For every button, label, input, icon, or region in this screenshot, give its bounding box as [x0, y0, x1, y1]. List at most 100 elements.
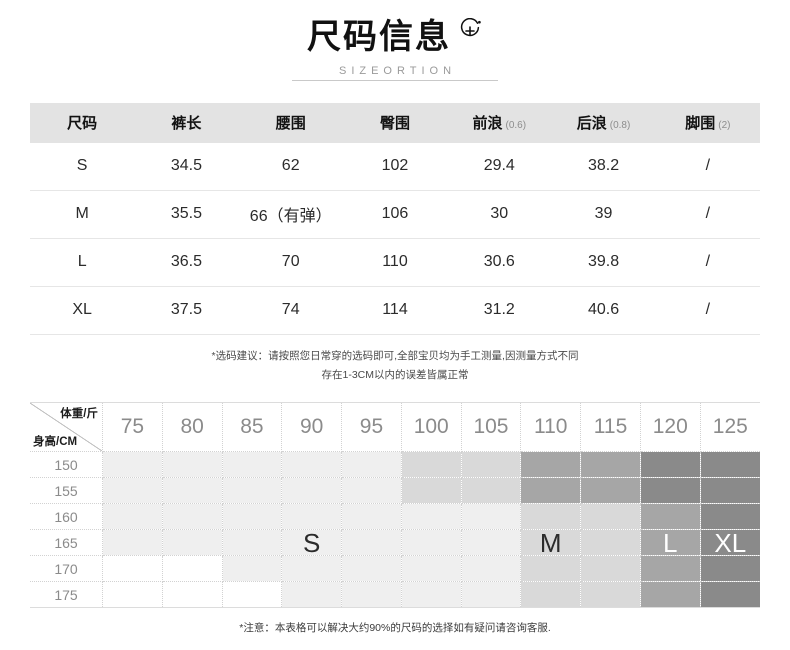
- spec-table-head: 尺码 裤长 腰围 臀围 前浪 (0.6) 后浪 (0.8) 脚围 (2): [30, 102, 760, 143]
- spec-value-cell: /: [655, 286, 760, 335]
- matrix-cell: [281, 451, 343, 479]
- spec-column-header: 脚围 (2): [655, 102, 760, 143]
- matrix-cell: [640, 477, 701, 505]
- matrix-cell: [162, 555, 223, 583]
- matrix-cell: [341, 503, 402, 531]
- matrix-cell: [401, 503, 462, 531]
- spec-column-label: 后浪: [576, 115, 607, 132]
- matrix-cell: [520, 451, 582, 479]
- matrix-weight-axis-label: 体重/斤: [60, 408, 98, 421]
- spec-column-label: 前浪: [472, 115, 503, 132]
- matrix-cell: [102, 555, 163, 583]
- spec-table-body: S 34.5 62 102 29.4 38.2/M 35.5 66（有弹） 106 30 39/L 3…: [30, 142, 760, 335]
- matrix-height-header: 150: [30, 451, 103, 479]
- matrix-weight-header: 95: [341, 403, 402, 453]
- matrix-weight-header: 120: [640, 403, 701, 453]
- matrix-cell: [341, 477, 402, 505]
- matrix-cell: XL: [700, 527, 760, 558]
- spec-column-sublabel: (0.6): [505, 120, 527, 131]
- matrix-weight-header: 115: [580, 403, 641, 453]
- matrix-cell: [640, 503, 701, 531]
- page-title: 尺码信息: [307, 18, 451, 56]
- matrix-cell: [580, 503, 641, 531]
- matrix-weight-header: 110: [520, 403, 582, 453]
- spec-column-sublabel: (0.8): [609, 120, 631, 131]
- spec-column-header: 腰围: [238, 102, 343, 143]
- matrix-cell: [700, 451, 760, 479]
- matrix-cell: L: [640, 529, 701, 557]
- matrix-cell: [520, 555, 582, 583]
- matrix-weight-header: 90: [281, 403, 343, 453]
- matrix-cell: [401, 529, 462, 557]
- spec-value-cell: 31.2: [447, 286, 552, 335]
- spec-header-row: 尺码 裤长 腰围 臀围 前浪 (0.6) 后浪 (0.8) 脚围 (2): [30, 102, 760, 143]
- matrix-cell: [222, 529, 283, 557]
- matrix-cell: [162, 581, 223, 608]
- matrix-cell: [162, 503, 223, 531]
- spec-value-cell: 70: [238, 238, 343, 287]
- matrix-cell: [520, 477, 582, 505]
- matrix-cell: [580, 451, 641, 479]
- matrix-cell: [700, 555, 760, 583]
- page-subtitle: SIZEORTION: [292, 65, 498, 81]
- table-row: XL 37.5 74 114 31.2 40.6/: [30, 286, 760, 335]
- matrix-weight-header: 125: [700, 403, 760, 453]
- matrix-cell: [162, 451, 223, 479]
- matrix-height-header: 175: [30, 581, 103, 608]
- matrix-cell: [341, 581, 402, 608]
- spec-size-cell: XL: [30, 286, 135, 335]
- matrix-cell: [162, 477, 223, 505]
- matrix-row: 155: [30, 477, 760, 505]
- spec-value-cell: 38.2: [551, 142, 656, 191]
- spec-value-cell: /: [655, 238, 760, 287]
- spec-value-cell: 34.5: [134, 142, 239, 191]
- matrix-height-header: 155: [30, 477, 103, 505]
- matrix-row: 165 S M L XL: [30, 527, 760, 558]
- spec-column-header: 臀围: [342, 102, 448, 143]
- matrix-cell: [700, 477, 760, 505]
- matrix-cell: [461, 581, 522, 608]
- matrix-cell: [102, 451, 163, 479]
- matrix-zone-label: XL: [714, 527, 747, 558]
- size-matrix-table: 体重/斤 身高/CM 75 80 85 90 95 100 105 110 115 120 125 15…: [30, 403, 760, 608]
- spec-value-cell: 39: [551, 190, 656, 239]
- matrix-cell: [461, 451, 522, 479]
- measurement-note-line1: *选码建议：请按照您日常穿的选码即可,全部宝贝均为手工测量,因测量方式不同: [211, 349, 579, 362]
- plus-circle-icon: [457, 17, 483, 44]
- matrix-cell: [461, 555, 522, 583]
- spec-value-cell: 106: [342, 190, 448, 239]
- table-row: M 35.5 66（有弹） 106 30 39/: [30, 190, 760, 239]
- matrix-cell: [401, 581, 462, 608]
- matrix-height-axis-label: 身高/CM: [33, 436, 78, 449]
- spec-column-header: 裤长: [134, 102, 239, 143]
- matrix-cell: [281, 581, 343, 608]
- matrix-height-header: 170: [30, 555, 103, 583]
- spec-value-cell: 39.8: [551, 238, 656, 287]
- page-header: 尺码信息 SIZEORTION: [0, 0, 790, 81]
- matrix-zone-label: S: [303, 527, 321, 558]
- matrix-cell: [401, 477, 462, 505]
- matrix-height-header: 160: [30, 503, 103, 531]
- size-matrix-container: 体重/斤 身高/CM 75 80 85 90 95 100 105 110 115 120 125 15…: [30, 402, 760, 609]
- matrix-cell: [222, 555, 283, 583]
- matrix-cell: [580, 581, 641, 608]
- spec-value-cell: 40.6: [551, 286, 656, 335]
- matrix-cell: [520, 581, 582, 608]
- spec-value-cell: 102: [342, 142, 448, 191]
- spec-value-cell: 62: [238, 142, 343, 191]
- spec-column-header: 后浪 (0.8): [551, 102, 656, 143]
- spec-table-container: 尺码 裤长 腰围 臀围 前浪 (0.6) 后浪 (0.8) 脚围 (2) S 34.5 62 102 29…: [30, 102, 760, 335]
- matrix-cell: [640, 555, 701, 583]
- matrix-cell: [700, 581, 760, 608]
- matrix-weight-header: 85: [222, 403, 283, 453]
- matrix-cell: [341, 529, 402, 557]
- spec-value-cell: 30.6: [447, 238, 552, 287]
- spec-value-cell: 35.5: [134, 190, 239, 239]
- matrix-cell: [281, 503, 343, 531]
- matrix-cell: M: [520, 529, 582, 557]
- spec-value-cell: /: [655, 190, 760, 239]
- spec-value-cell: /: [655, 142, 760, 191]
- bottom-note: *注意：本表格可以解决大约90%的尺码的选择如有疑问请咨询客服.: [239, 622, 551, 635]
- matrix-cell: [102, 581, 163, 608]
- matrix-cell: [640, 451, 701, 479]
